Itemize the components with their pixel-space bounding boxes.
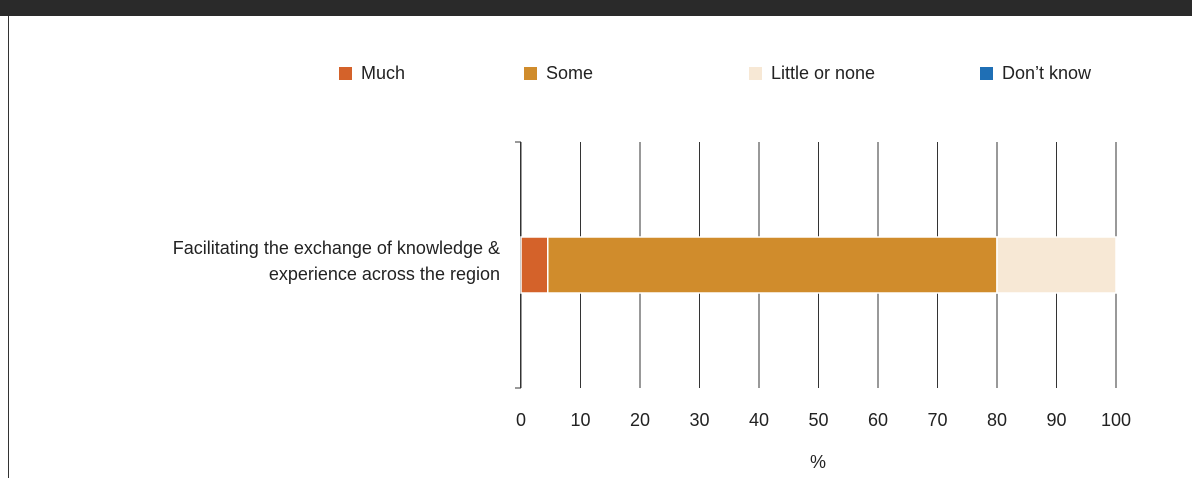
category-label: Facilitating the exchange of knowledge &… bbox=[172, 238, 500, 284]
legend-label: Don’t know bbox=[1002, 63, 1092, 83]
x-tick-label: 30 bbox=[689, 410, 709, 430]
x-tick-label: 70 bbox=[927, 410, 947, 430]
legend-swatch bbox=[339, 67, 352, 80]
x-tick-label: 80 bbox=[987, 410, 1007, 430]
x-tick-label: 50 bbox=[808, 410, 828, 430]
legend-swatch bbox=[524, 67, 537, 80]
bar-segment bbox=[520, 236, 549, 294]
top-bar bbox=[0, 0, 1192, 16]
x-tick-label: 60 bbox=[868, 410, 888, 430]
x-tick-label: 20 bbox=[630, 410, 650, 430]
x-tick-label: 100 bbox=[1101, 410, 1131, 430]
x-axis-label: % bbox=[810, 452, 826, 472]
bar-segment bbox=[996, 236, 1117, 294]
legend-label: Much bbox=[361, 63, 405, 83]
x-tick-label: 10 bbox=[570, 410, 590, 430]
bar-segment bbox=[547, 236, 998, 294]
legend-label: Some bbox=[546, 63, 593, 83]
x-tick-label: 0 bbox=[516, 410, 526, 430]
legend-swatch bbox=[980, 67, 993, 80]
legend-label: Little or none bbox=[771, 63, 875, 83]
x-tick-label: 90 bbox=[1046, 410, 1066, 430]
category-label-box: Facilitating the exchange of knowledge &… bbox=[172, 238, 500, 284]
x-tick-label: 40 bbox=[749, 410, 769, 430]
legend-swatch bbox=[749, 67, 762, 80]
